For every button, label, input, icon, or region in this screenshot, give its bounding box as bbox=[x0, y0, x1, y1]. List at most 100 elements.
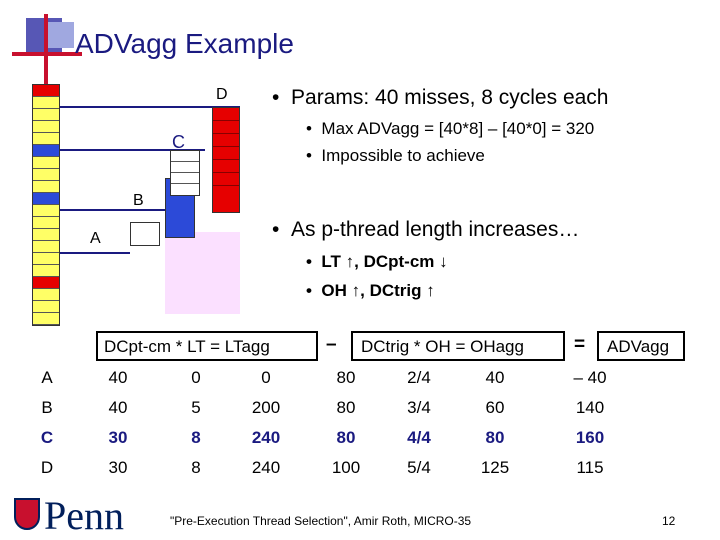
label-d: D bbox=[216, 86, 228, 103]
bullet-impossible-text: Impossible to achieve bbox=[321, 146, 485, 165]
instr-cell bbox=[33, 313, 59, 325]
pthread-cell bbox=[213, 134, 239, 147]
cell-oh: 5/4 bbox=[407, 458, 431, 477]
pthread-cell bbox=[213, 160, 239, 173]
penn-shield-icon bbox=[14, 498, 40, 530]
pthread-cell bbox=[213, 108, 239, 121]
table-row: D 30 8 240 100 5/4 125 115 bbox=[22, 453, 640, 483]
cell-label: C bbox=[40, 428, 54, 447]
label-c: C bbox=[172, 132, 185, 152]
cell-lt: 0 bbox=[191, 368, 201, 387]
pthread-cell bbox=[171, 173, 199, 184]
bullet-as-pthread-text: As p-thread length increases… bbox=[291, 218, 580, 241]
pthread-c bbox=[170, 150, 200, 196]
cell-oh: 4/4 bbox=[407, 428, 431, 447]
instr-cell bbox=[33, 253, 59, 265]
bullet-params-text: Params: 40 misses, 8 cycles each bbox=[291, 86, 609, 109]
trigger-cell bbox=[33, 193, 59, 205]
main-thread-column bbox=[32, 84, 60, 326]
header-minus: – bbox=[326, 334, 337, 355]
cell-ltagg: 200 bbox=[251, 398, 281, 417]
table-row: A 40 0 0 80 2/4 40 – 40 bbox=[22, 363, 640, 393]
instr-cell bbox=[33, 121, 59, 133]
cell-dcpt: 40 bbox=[108, 368, 128, 387]
cell-dctrig: 80 bbox=[336, 368, 356, 387]
instr-cell bbox=[33, 265, 59, 277]
cell-label: B bbox=[41, 398, 53, 417]
cell-ltagg: 240 bbox=[251, 428, 281, 447]
bullet-oh: • OH ↑, DCtrig ↑ bbox=[306, 281, 435, 300]
cell-dctrig: 100 bbox=[331, 458, 361, 477]
page-number: 12 bbox=[662, 514, 676, 528]
header-equals: = bbox=[574, 334, 586, 355]
instr-cell bbox=[33, 109, 59, 121]
pthread-cell bbox=[213, 173, 239, 186]
table-row: C 30 8 240 80 4/4 80 160 bbox=[22, 423, 640, 453]
cell-dcpt: 30 bbox=[108, 428, 128, 447]
pthread-a bbox=[130, 222, 160, 246]
cell-oh: 3/4 bbox=[407, 398, 431, 417]
decor-bar-vertical bbox=[44, 14, 48, 84]
bullet-max-adv-text: Max ADVagg = [40*8] – [40*0] = 320 bbox=[321, 119, 595, 138]
cell-lt: 5 bbox=[191, 398, 201, 417]
cell-ohagg: 60 bbox=[485, 398, 505, 417]
instr-cell bbox=[33, 205, 59, 217]
miss-cell bbox=[33, 85, 59, 97]
citation: "Pre-Execution Thread Selection", Amir R… bbox=[170, 514, 472, 528]
cell-dctrig: 80 bbox=[336, 398, 356, 417]
penn-logo: Penn bbox=[44, 493, 124, 538]
bullet-oh-text: OH ↑, DCtrig ↑ bbox=[321, 281, 435, 300]
cell-dcpt: 40 bbox=[108, 398, 128, 417]
header-adv-box: ADVagg bbox=[597, 331, 685, 361]
advagg-table: A 40 0 0 80 2/4 40 – 40 B 40 5 200 80 3/4 60 140 C 30 8 240… bbox=[22, 363, 640, 483]
instr-cell bbox=[33, 301, 59, 313]
header-ohagg-box: DCtrig * OH = OHagg bbox=[351, 331, 565, 361]
instr-cell bbox=[33, 97, 59, 109]
instr-cell bbox=[33, 169, 59, 181]
cell-label: A bbox=[41, 368, 53, 387]
pthread-region bbox=[165, 232, 240, 314]
instr-cell bbox=[33, 241, 59, 253]
cell-dcpt: 30 bbox=[108, 458, 128, 477]
label-a: A bbox=[90, 230, 101, 247]
instr-cell bbox=[33, 181, 59, 193]
bullet-params: • Params: 40 misses, 8 cycles each bbox=[272, 86, 609, 109]
label-b: B bbox=[133, 192, 144, 209]
header-ltagg-box: DCpt-cm * LT = LTagg bbox=[96, 331, 318, 361]
cell-lt: 8 bbox=[191, 458, 201, 477]
instr-cell bbox=[33, 217, 59, 229]
instr-cell bbox=[33, 229, 59, 241]
slide-title: ADVagg Example bbox=[75, 28, 294, 59]
pthread-cell bbox=[171, 162, 199, 173]
pthread-cell bbox=[171, 151, 199, 162]
cell-adv: 115 bbox=[576, 458, 604, 477]
cell-dctrig: 80 bbox=[336, 428, 356, 447]
pthread-d bbox=[212, 107, 240, 213]
decor-square-light bbox=[48, 22, 74, 48]
cell-oh: 2/4 bbox=[407, 368, 431, 387]
trigger-cell bbox=[33, 145, 59, 157]
cell-ltagg: 0 bbox=[261, 368, 271, 387]
cell-label: D bbox=[40, 458, 54, 477]
cell-ohagg: 40 bbox=[485, 368, 505, 387]
cell-adv: – 40 bbox=[573, 368, 607, 387]
cell-adv: 160 bbox=[575, 428, 605, 447]
miss-cell bbox=[33, 277, 59, 289]
bullet-max-adv: • Max ADVagg = [40*8] – [40*0] = 320 bbox=[306, 119, 595, 138]
instr-cell bbox=[33, 157, 59, 169]
table-row: B 40 5 200 80 3/4 60 140 bbox=[22, 393, 640, 423]
cell-lt: 8 bbox=[191, 428, 201, 447]
bullet-lt: • LT ↑, DCpt-cm ↓ bbox=[306, 252, 448, 271]
cell-ltagg: 240 bbox=[251, 458, 281, 477]
pthread-cell bbox=[213, 147, 239, 160]
cell-ohagg: 80 bbox=[485, 428, 505, 447]
cell-adv: 140 bbox=[575, 398, 605, 417]
decor-bar-horizontal bbox=[12, 52, 82, 56]
bullet-as-pthread: • As p-thread length increases… bbox=[272, 218, 580, 241]
cell-ohagg: 125 bbox=[480, 458, 510, 477]
instr-cell bbox=[33, 289, 59, 301]
bullet-impossible: • Impossible to achieve bbox=[306, 146, 485, 165]
bullet-lt-text: LT ↑, DCpt-cm ↓ bbox=[321, 252, 448, 271]
instr-cell bbox=[33, 133, 59, 145]
pthread-cell bbox=[213, 121, 239, 134]
